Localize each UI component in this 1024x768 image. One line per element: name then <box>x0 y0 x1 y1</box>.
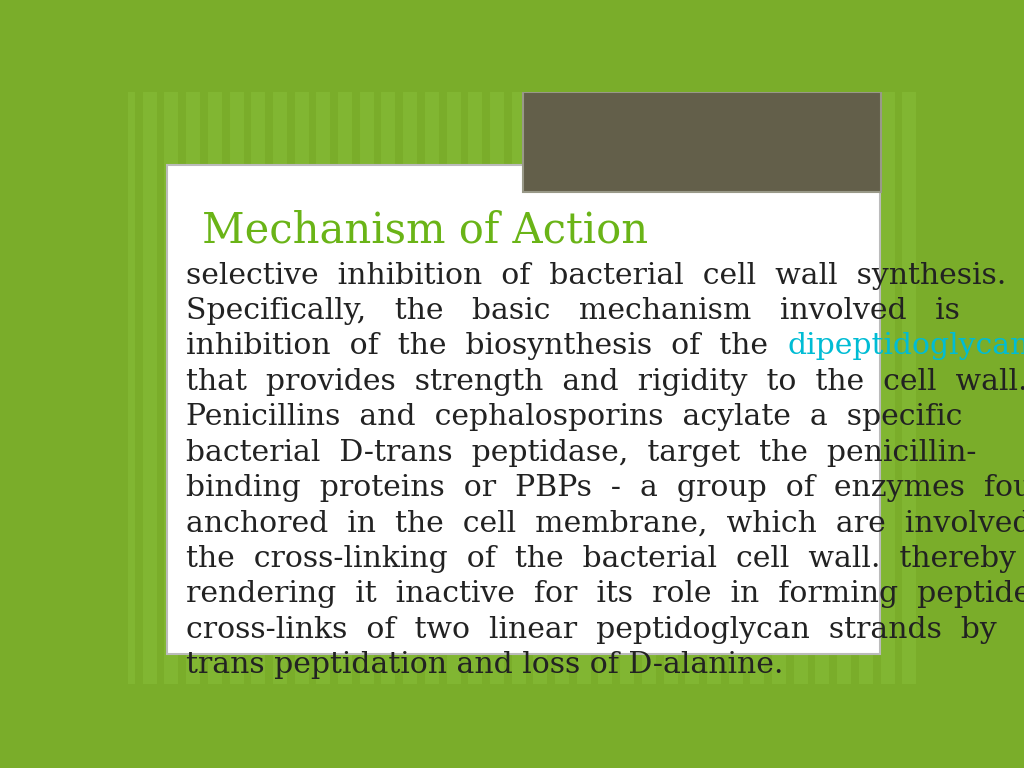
Text: the  cross-linking  of  the  bacterial  cell  wall.  thereby: the cross-linking of the bacterial cell … <box>186 545 1016 573</box>
Text: selective  inhibition  of  bacterial  cell  wall  synthesis.: selective inhibition of bacterial cell w… <box>186 262 1007 290</box>
Text: that  provides  strength  and  rigidity  to  the  cell  wall.: that provides strength and rigidity to t… <box>186 368 1024 396</box>
Text: Mechanism of Action: Mechanism of Action <box>202 210 648 252</box>
Text: rendering  it  inactive  for  its  role  in  forming  peptide: rendering it inactive for its role in fo… <box>186 581 1024 608</box>
Text: Specifically,   the   basic   mechanism   involved   is: Specifically, the basic mechanism involv… <box>186 297 961 325</box>
Text: bacterial  D-trans  peptidase,  target  the  penicillin-: bacterial D-trans peptidase, target the … <box>186 439 977 467</box>
Text: cross-links  of  two  linear  peptidoglycan  strands  by: cross-links of two linear peptidoglycan … <box>186 616 997 644</box>
Text: binding  proteins  or  PBPs  -  a  group  of  enzymes  found: binding proteins or PBPs - a group of en… <box>186 474 1024 502</box>
FancyBboxPatch shape <box>167 165 880 654</box>
Text: anchored  in  the  cell  membrane,  which  are  involved  in: anchored in the cell membrane, which are… <box>186 509 1024 538</box>
Text: Penicillins  and  cephalosporins  acylate  a  specific: Penicillins and cephalosporins acylate a… <box>186 403 963 432</box>
Text: trans peptidation and loss of D-alanine.: trans peptidation and loss of D-alanine. <box>186 651 783 679</box>
Text: inhibition  of  the  biosynthesis  of  the: inhibition of the biosynthesis of the <box>186 333 787 360</box>
FancyBboxPatch shape <box>523 92 882 192</box>
Text: dipeptidoglycan: dipeptidoglycan <box>787 333 1024 360</box>
